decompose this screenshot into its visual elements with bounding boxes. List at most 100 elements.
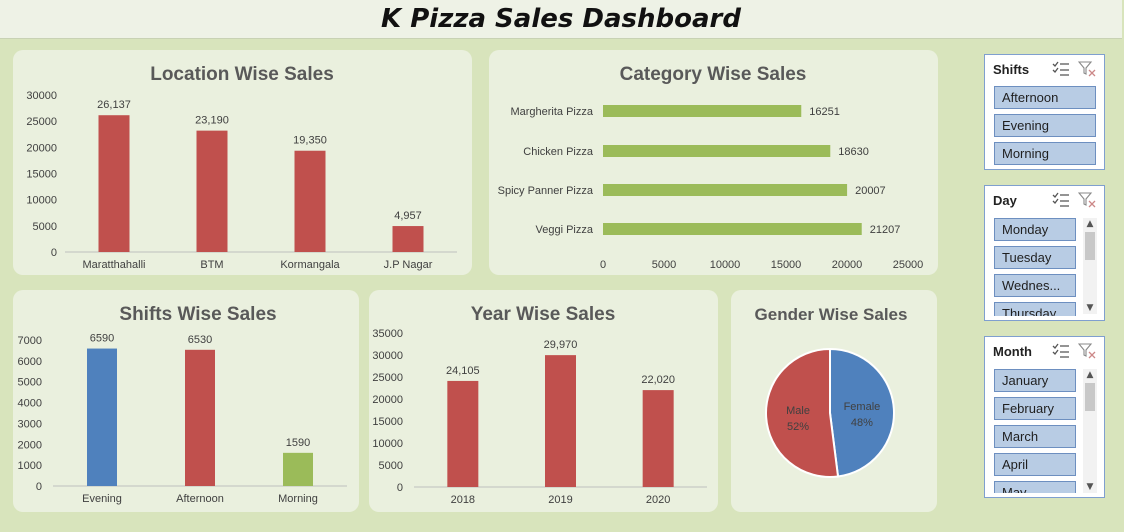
scroll-up-icon[interactable]: ▲ [1086, 219, 1094, 229]
day-slicer-scrollbar[interactable]: ▲ ▼ [1083, 218, 1097, 314]
bar [283, 452, 313, 486]
slicer-item-afternoon[interactable]: Afternoon [994, 86, 1096, 109]
multi-select-icon[interactable] [1052, 192, 1070, 208]
multi-select-icon[interactable] [1052, 61, 1070, 77]
y-tick-label: 1000 [18, 460, 42, 472]
bar [603, 145, 831, 157]
month-slicer-header: Month [985, 337, 1104, 365]
data-label: 24,105 [446, 365, 480, 377]
month-slicer-scrollbar[interactable]: ▲ ▼ [1083, 369, 1097, 493]
scroll-up-icon[interactable]: ▲ [1086, 370, 1094, 380]
y-tick-label: 0 [397, 482, 403, 494]
data-label: 6530 [188, 334, 212, 346]
day-slicer-header: Day [985, 186, 1104, 214]
pie-slice [829, 347, 895, 478]
data-label: 20007 [855, 185, 886, 197]
slicer-item-february[interactable]: February [994, 397, 1076, 420]
clear-filter-icon[interactable] [1078, 343, 1096, 359]
y-tick-label: Chicken Pizza [523, 146, 594, 158]
shifts-slicer: Shifts Afternoon Evening Morning [984, 54, 1105, 170]
y-tick-label: Spicy Panner Pizza [498, 185, 594, 197]
clear-filter-icon[interactable] [1078, 192, 1096, 208]
x-tick-label: 20000 [832, 259, 863, 271]
slicer-item-evening[interactable]: Evening [994, 114, 1096, 137]
y-tick-label: Margherita Pizza [510, 106, 593, 118]
slicer-item-march[interactable]: March [994, 425, 1076, 448]
scroll-down-icon[interactable]: ▼ [1086, 303, 1094, 313]
clear-filter-icon[interactable] [1078, 61, 1096, 77]
x-tick-label: Evening [82, 493, 122, 505]
shifts-slicer-header: Shifts [985, 55, 1104, 83]
data-label: 6590 [90, 333, 114, 345]
y-tick-label: 6000 [18, 356, 42, 368]
bar [196, 130, 228, 252]
data-label: 26,137 [97, 99, 131, 111]
data-label: 16251 [809, 106, 840, 118]
category-chart: Category Wise Sales 0 5000 10000 15000 20000 2… [498, 64, 924, 271]
scroll-thumb[interactable] [1085, 232, 1095, 260]
slicer-item-morning[interactable]: Morning [994, 142, 1096, 165]
chart-title: Gender Wise Sales [755, 305, 908, 324]
slicer-item-wednesday[interactable]: Wednes... [994, 274, 1076, 297]
chart-title: Year Wise Sales [471, 304, 616, 325]
y-tick-label: 20000 [372, 394, 403, 406]
bar [642, 390, 674, 487]
slicer-item-january[interactable]: January [994, 369, 1076, 392]
bar [98, 115, 130, 252]
x-tick-label: 5000 [652, 259, 676, 271]
y-tick-label: 0 [51, 247, 57, 259]
scroll-thumb[interactable] [1085, 383, 1095, 411]
y-tick-label: 7000 [18, 335, 42, 347]
slicer-item-monday[interactable]: Monday [994, 218, 1076, 241]
data-label: 19,350 [293, 135, 327, 147]
bar [603, 223, 862, 235]
data-label: 23,190 [195, 115, 229, 127]
y-tick-label: 5000 [379, 460, 403, 472]
dashboard-title: K Pizza Sales Dashboard [381, 4, 741, 34]
pie-slice [765, 347, 840, 478]
bar [392, 226, 424, 252]
slicer-item-thursday[interactable]: Thursday [994, 302, 1076, 316]
data-label: 18630 [838, 146, 869, 158]
location-chart: Location Wise Sales 0 5000 10000 15000 20000 2… [26, 64, 457, 271]
y-tick-label: 5000 [18, 377, 42, 389]
x-tick-label: 10000 [710, 259, 741, 271]
y-tick-label: 10000 [26, 195, 57, 207]
x-tick-label: J.P Nagar [384, 259, 433, 271]
slicer-item-tuesday[interactable]: Tuesday [994, 246, 1076, 269]
slicer-item-may[interactable]: May [994, 481, 1076, 493]
bar [294, 150, 326, 252]
y-tick-label: 5000 [33, 221, 57, 233]
y-tick-label: 30000 [372, 350, 403, 362]
slice-name-label: Female [844, 401, 881, 413]
y-tick-label: 15000 [26, 169, 57, 181]
y-tick-label: 10000 [372, 438, 403, 450]
slice-percent-label: 52% [787, 421, 809, 433]
data-label: 21207 [870, 224, 901, 236]
chart-title: Location Wise Sales [150, 64, 334, 85]
x-tick-label: 15000 [771, 259, 802, 271]
bar [87, 348, 117, 486]
shifts-slicer-title: Shifts [993, 61, 1030, 77]
chart-title: Shifts Wise Sales [119, 304, 276, 325]
gender-chart-panel: Gender Wise Sales Female 48% Male 52% [731, 290, 937, 512]
data-label: 29,970 [544, 339, 578, 351]
data-label: 1590 [286, 437, 310, 449]
shifts-chart-panel: Shifts Wise Sales 0 1000 2000 3000 4000 5000 60… [13, 290, 359, 512]
y-tick-label: 25000 [26, 116, 57, 128]
y-tick-label: 2000 [18, 439, 42, 451]
y-tick-label: 30000 [26, 90, 57, 102]
shifts-chart: Shifts Wise Sales 0 1000 2000 3000 4000 5000 60… [18, 304, 347, 505]
location-chart-panel: Location Wise Sales 0 5000 10000 15000 20000 2… [13, 50, 472, 275]
scroll-down-icon[interactable]: ▼ [1086, 482, 1094, 492]
chart-title: Category Wise Sales [620, 64, 807, 85]
slice-percent-label: 48% [851, 417, 873, 429]
y-tick-label: Veggi Pizza [536, 224, 594, 236]
y-tick-label: 4000 [18, 398, 42, 410]
multi-select-icon[interactable] [1052, 343, 1070, 359]
bar [447, 380, 479, 487]
y-tick-label: 0 [36, 481, 42, 493]
slicer-item-april[interactable]: April [994, 453, 1076, 476]
x-tick-label: 0 [600, 259, 606, 271]
y-tick-label: 20000 [26, 142, 57, 154]
